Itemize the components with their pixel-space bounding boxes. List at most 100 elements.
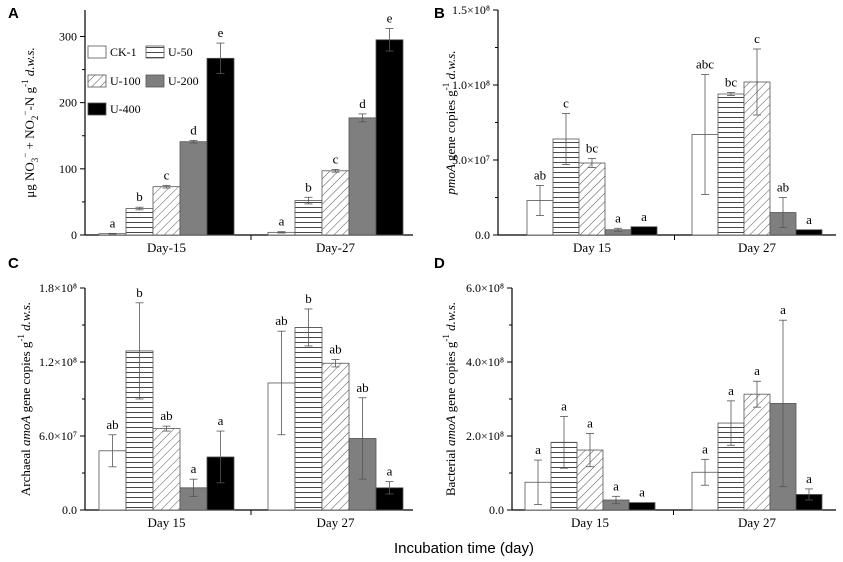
significance-label: a: [218, 413, 224, 428]
legend: CK-1 U-50 U-100 U-200 U-400: [87, 45, 199, 116]
significance-label: a: [639, 485, 645, 500]
x-tick-label: Day-15: [147, 240, 186, 255]
significance-label: b: [136, 189, 143, 204]
significance-label: d: [359, 96, 366, 111]
y-axis-label: Bacterial amoA gene copies g-1 d.w.s.: [441, 302, 458, 496]
x-tick-label: Day 27: [317, 515, 355, 530]
panel-c: C 0.0 6.0×10⁷ 1.2×10⁸ 1.8×10⁸ Archaeal amoA g…: [8, 255, 413, 530]
significance-label: a: [535, 442, 541, 457]
bar-u400-1: [628, 502, 656, 511]
significance-label: a: [754, 363, 760, 378]
bar-u400-1: [630, 226, 658, 236]
bar-u50-2: [294, 327, 323, 511]
y-tick-label: 1.0×10⁸: [452, 78, 490, 92]
significance-label: ab: [534, 168, 546, 183]
significance-label: a: [613, 478, 619, 493]
bar-u400-2: [795, 229, 823, 236]
significance-label: a: [587, 415, 593, 430]
legend-swatch-u400: [87, 102, 107, 116]
bar-u400-2: [375, 39, 404, 236]
significance-label: b: [136, 285, 143, 300]
y-tick-label: 1.5×10⁸: [452, 3, 490, 17]
legend-swatch-u100: [87, 74, 107, 88]
significance-label: a: [191, 461, 197, 476]
y-tick-label: 200: [59, 96, 77, 110]
significance-label: b: [305, 291, 312, 306]
x-tick-label: Day 15: [148, 515, 186, 530]
significance-label: bc: [725, 75, 738, 90]
x-tick-label: Day 15: [573, 240, 611, 255]
significance-label: d: [190, 122, 197, 137]
y-tick-label: 6.0×10⁷: [39, 429, 77, 443]
significance-label: ab: [275, 313, 287, 328]
x-tick-label: Day 15: [571, 515, 609, 530]
panel-a: A 0 100 200 300 μg NO3− + NO2−-N g-1 d.w.s. Da…: [8, 5, 413, 255]
bar-u200-2: [348, 117, 377, 236]
significance-label: c: [754, 31, 760, 46]
significance-label: bc: [586, 141, 599, 156]
significance-label: c: [563, 96, 569, 111]
significance-label: a: [279, 214, 285, 229]
legend-label-ck: CK-1: [110, 45, 137, 59]
y-tick-label: 1.2×10⁸: [39, 355, 77, 369]
legend-swatch-ck: [87, 45, 107, 59]
bar-u50-1: [125, 208, 154, 236]
y-tick-label: 100: [59, 162, 77, 176]
panel-letter: B: [434, 5, 445, 22]
legend-label-u200: U-200: [168, 74, 199, 88]
y-axis-label: μg NO3− + NO2−-N g-1 d.w.s.: [20, 47, 40, 198]
significance-label: e: [218, 25, 224, 40]
bar-u100-2: [321, 170, 350, 236]
y-tick-label: 0.0: [62, 503, 77, 517]
legend-swatch-u200: [145, 74, 165, 88]
significance-label: c: [333, 151, 339, 166]
y-tick-label: 1.8×10⁸: [39, 281, 77, 295]
y-tick-label: 4.0×10⁸: [466, 355, 504, 369]
bar-u200-1: [179, 141, 208, 236]
bar-u100-1: [578, 162, 606, 236]
significance-label: ab: [160, 408, 172, 423]
y-tick-label: 5.0×10⁷: [452, 153, 490, 167]
y-tick-label: 6.0×10⁸: [466, 281, 504, 295]
significance-label: c: [164, 167, 170, 182]
y-tick-label: 0.0: [489, 503, 504, 517]
significance-label: ab: [106, 417, 118, 432]
panel-b: B 0.0 5.0×10⁷ 1.0×10⁸ 1.5×10⁸ pmoA gene copie…: [434, 3, 836, 255]
significance-label: a: [641, 209, 647, 224]
legend-swatch-u50: [145, 45, 165, 59]
significance-label: a: [110, 215, 116, 230]
y-axis-label: Archaeal amoA gene copies g-1 d.w.s.: [16, 302, 33, 496]
bar-u100-1: [152, 428, 181, 511]
y-tick-label: 300: [59, 29, 77, 43]
bar-u400-1: [206, 57, 235, 236]
significance-label: a: [780, 302, 786, 317]
significance-label: abc: [696, 57, 714, 72]
significance-label: b: [305, 179, 312, 194]
significance-label: a: [615, 210, 621, 225]
x-tick-label: Day 27: [738, 240, 776, 255]
panel-letter: A: [8, 5, 19, 22]
bar-u100-2: [743, 393, 771, 511]
x-tick-label: Day-27: [316, 240, 355, 255]
y-tick-label: 0: [71, 228, 77, 242]
legend-label-u50: U-50: [168, 45, 193, 59]
panel-letter: D: [434, 255, 445, 272]
significance-label: a: [806, 212, 812, 227]
panel-d: D 0.0 2.0×10⁸ 4.0×10⁸ 6.0×10⁸ Bacterial amoA …: [434, 255, 836, 530]
significance-label: a: [387, 464, 393, 479]
bar-u50-2: [294, 200, 323, 236]
bar-ck1-2: [691, 471, 719, 511]
x-tick-label: Day 27: [738, 515, 776, 530]
bar-u100-1: [152, 186, 181, 236]
panel-letter: C: [8, 255, 19, 272]
y-tick-label: 0.0: [475, 228, 490, 242]
legend-label-u100: U-100: [110, 74, 141, 88]
significance-label: a: [702, 441, 708, 456]
significance-label: a: [561, 398, 567, 413]
significance-label: e: [387, 11, 393, 26]
bar-u50-2: [717, 93, 745, 236]
significance-label: a: [728, 383, 734, 398]
y-tick-label: 2.0×10⁸: [466, 429, 504, 443]
significance-label: ab: [356, 380, 368, 395]
